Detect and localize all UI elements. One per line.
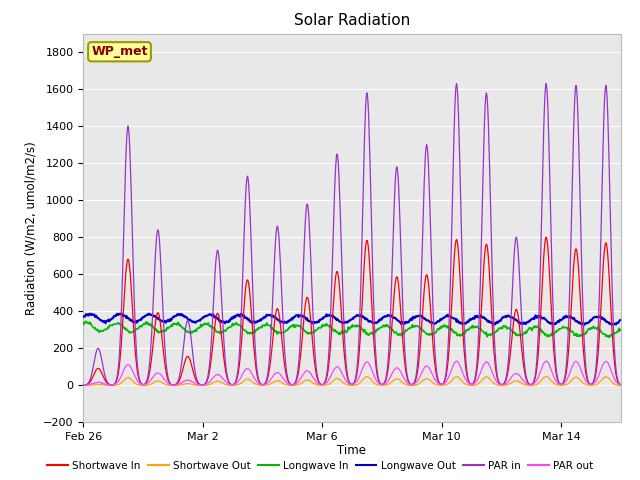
Title: Solar Radiation: Solar Radiation <box>294 13 410 28</box>
Legend: Shortwave In, Shortwave Out, Longwave In, Longwave Out, PAR in, PAR out: Shortwave In, Shortwave Out, Longwave In… <box>43 456 597 475</box>
X-axis label: Time: Time <box>337 444 367 456</box>
Y-axis label: Radiation (W/m2, umol/m2/s): Radiation (W/m2, umol/m2/s) <box>24 141 37 315</box>
Text: WP_met: WP_met <box>92 45 148 58</box>
